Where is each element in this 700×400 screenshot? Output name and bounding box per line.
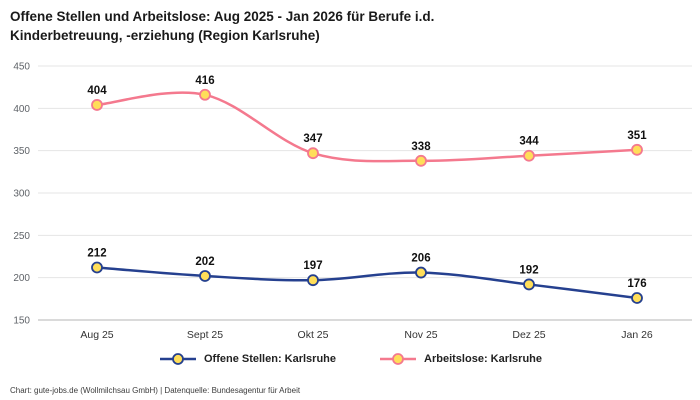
- data-point-label: 212: [87, 248, 106, 260]
- data-point-label: 176: [627, 278, 646, 290]
- x-axis-tick-label: Nov 25: [404, 329, 437, 341]
- x-axis-tick-label: Okt 25: [298, 329, 329, 341]
- y-axis-tick-label: 200: [13, 273, 30, 284]
- data-point-label: 206: [411, 253, 430, 265]
- data-point-label: 202: [195, 256, 214, 268]
- y-axis-tick-label: 450: [13, 62, 30, 73]
- legend-item-0: Offene Stellen: Karlsruhe: [158, 352, 336, 366]
- chart-legend: Offene Stellen: Karlsruhe Arbeitslose: Ka…: [0, 352, 700, 366]
- data-point-label: 197: [303, 260, 322, 272]
- legend-marker-icon: [380, 353, 417, 365]
- legend-label: Arbeitslose: Karlsruhe: [424, 353, 543, 365]
- data-point-marker: [631, 292, 643, 304]
- data-point-label: 351: [627, 130, 647, 142]
- data-point-label: 404: [87, 85, 107, 97]
- data-point-marker: [91, 99, 103, 111]
- data-point-label: 347: [303, 133, 322, 145]
- legend-label: Offene Stellen: Karlsruhe: [203, 353, 337, 365]
- data-point-marker: [631, 143, 643, 156]
- x-axis-tick-label: Dez 25: [512, 329, 545, 341]
- data-point-label: 344: [519, 136, 539, 148]
- chart-credit: Chart: gute-jobs.de (Wollmilchsau GmbH) …: [10, 386, 301, 395]
- data-point-marker: [307, 274, 319, 287]
- data-point-marker: [523, 278, 535, 291]
- y-axis-tick-label: 400: [13, 104, 30, 115]
- y-axis-tick-label: 300: [13, 189, 30, 200]
- data-point-marker: [523, 149, 535, 162]
- series-line-1: [95, 91, 639, 163]
- data-point-label: 338: [411, 141, 431, 153]
- data-point-marker: [415, 154, 427, 167]
- legend-marker-icon: [159, 353, 196, 365]
- x-axis-tick-label: Jan 26: [621, 329, 653, 341]
- legend-item-1: Arbeitslose: Karlsruhe: [378, 352, 542, 366]
- y-axis-tick-label: 250: [13, 231, 30, 242]
- data-point-marker: [199, 270, 211, 282]
- data-point-label: 416: [195, 75, 214, 87]
- line-chart: 150 200 250 300 350 400 450 Aug 25 Sept 25 Okt 25…: [13, 62, 692, 341]
- series-line-0: [95, 266, 639, 300]
- data-point-marker: [91, 261, 103, 274]
- y-axis-tick-label: 150: [13, 316, 30, 327]
- data-point-label: 192: [519, 264, 538, 276]
- chart-title: Offene Stellen und Arbeitslose: Aug 2025…: [10, 9, 435, 43]
- data-point-marker: [415, 266, 427, 279]
- data-point-marker: [199, 88, 211, 101]
- x-axis-tick-label: Aug 25: [80, 329, 113, 341]
- y-axis-tick-label: 350: [13, 146, 30, 157]
- chart-area: 150 200 250 300 350 400 450 Aug 25 Sept 25 Okt 25…: [0, 48, 700, 348]
- data-point-marker: [307, 147, 319, 160]
- x-axis-tick-label: Sept 25: [187, 329, 223, 341]
